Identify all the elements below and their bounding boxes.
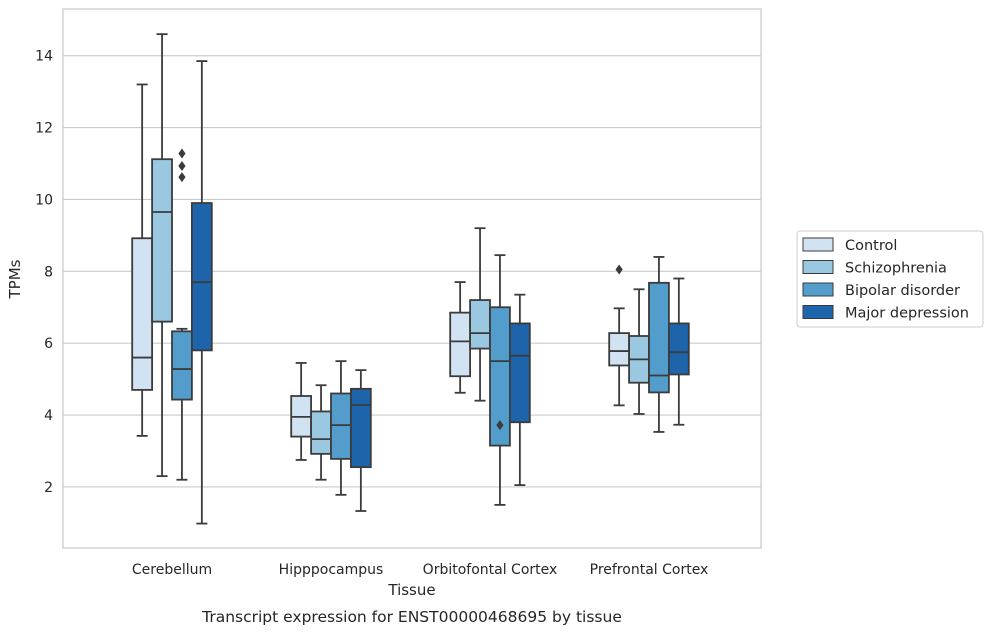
box <box>131 83 153 437</box>
legend-swatch <box>802 237 834 252</box>
outlier-point <box>178 172 186 183</box>
box-iqr <box>190 202 213 352</box>
x-tick-label: Cerebellum <box>132 562 212 578</box>
box <box>349 369 372 512</box>
box-iqr <box>469 299 491 350</box>
x-tick-label: Hipppocampus <box>279 562 384 578</box>
x-tick-label: Orbitofontal Cortex <box>423 562 558 578</box>
box <box>628 288 650 415</box>
box-iqr <box>449 311 471 378</box>
box <box>151 33 173 478</box>
y-tick-label: 12 <box>35 121 53 137</box>
legend-label: Schizophrenia <box>845 261 947 277</box>
y-tick-label: 6 <box>44 336 53 352</box>
box <box>667 277 690 426</box>
x-tick-label: Prefrontal Cortex <box>590 562 709 578</box>
outlier-point <box>178 161 186 172</box>
legend: Control Schizophrenia Bipolar disorder Majo… <box>796 230 984 328</box>
box <box>608 264 630 407</box>
box <box>190 60 213 525</box>
box-iqr <box>667 322 690 376</box>
y-tick-label: 8 <box>44 264 53 280</box>
legend-swatch <box>802 282 834 297</box>
legend-swatch <box>802 305 834 319</box>
box-iqr <box>608 332 630 367</box>
box-iqr <box>171 330 193 401</box>
y-tick-label: 2 <box>44 480 53 496</box>
x-tick-labels: Cerebellum Hipppocampus Orbitofontal Corte… <box>132 562 708 578</box>
chart-caption: Transcript expression for ENST0000046869… <box>201 608 622 626</box>
plot-area-background <box>63 9 761 548</box>
y-tick-labels: 2 4 6 8 10 12 14 <box>35 49 53 496</box>
legend-label: Major depression <box>845 306 969 322</box>
category-group <box>290 360 372 512</box>
category-group <box>131 33 213 525</box>
legend-swatch <box>802 260 834 274</box>
plot-area-frame <box>62 8 762 549</box>
legend-label: Bipolar disorder <box>845 283 960 299</box>
box <box>489 254 511 506</box>
box-iqr <box>330 392 352 460</box>
box <box>469 227 491 402</box>
y-tick-label: 4 <box>44 408 53 424</box>
box <box>330 360 352 496</box>
legend-frame <box>796 230 984 328</box>
box-iqr <box>508 322 531 424</box>
box <box>508 293 531 487</box>
box-iqr <box>151 158 173 323</box>
box <box>449 281 471 394</box>
box-iqr <box>310 410 332 455</box>
box <box>171 148 193 481</box>
box-iqr <box>131 237 153 391</box>
y-tick-label: 14 <box>35 49 53 65</box>
box-iqr <box>349 387 372 469</box>
box <box>290 362 312 461</box>
y-axis-label: TPMs <box>6 259 24 299</box>
outlier-point <box>178 148 186 159</box>
outlier-point <box>615 264 623 275</box>
box-groups <box>131 33 690 525</box>
outlier-point <box>496 420 504 431</box>
box <box>648 256 670 433</box>
y-tick-label: 10 <box>35 192 53 208</box>
x-axis-label: Tissue <box>387 581 435 599</box>
legend-label: Control <box>845 238 897 254</box>
category-group <box>608 256 690 433</box>
category-group <box>449 227 531 506</box>
